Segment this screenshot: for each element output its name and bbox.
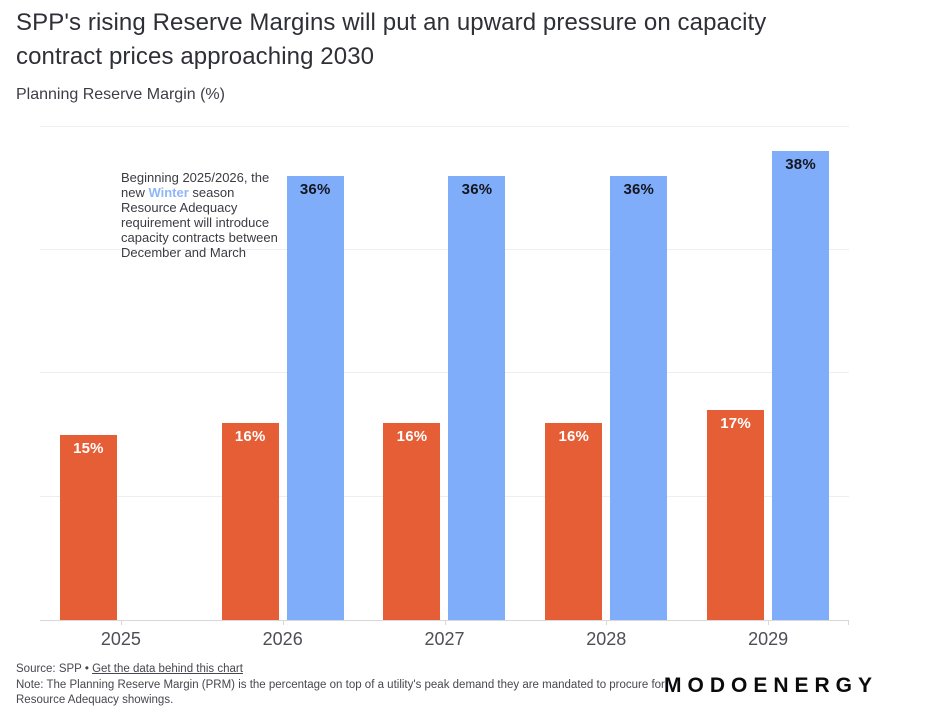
bar-group-2029: 17% 38%	[687, 65, 849, 620]
footer: Source: SPP • Get the data behind this c…	[16, 662, 668, 709]
annotation-winter-highlight: Winter	[148, 185, 189, 200]
bar-value-label: 16%	[234, 427, 266, 445]
bar-summer-2026[interactable]: 16%	[221, 422, 279, 620]
note-text: Note: The Planning Reserve Margin (PRM) …	[16, 678, 665, 707]
get-data-link[interactable]: Get the data behind this chart	[92, 663, 243, 675]
annotation-text-post: season Resource Adequacy requirement wil…	[121, 185, 278, 260]
bar-value-label: 36%	[461, 181, 493, 198]
plot-area: 15% 2025 16% 36% 2026 16% 36% 2027 16% 36% 2028 17%…	[40, 65, 849, 649]
x-axis-label-2026: 2026	[262, 629, 303, 649]
source-line: Source: SPP • Get the data behind this c…	[16, 662, 668, 678]
bar-winter-2028[interactable]: 36%	[610, 176, 668, 620]
annotation-text-pre: Beginning 2025/2026, the new	[121, 170, 270, 200]
annotation: Beginning 2025/2026, the new Winter seas…	[121, 170, 287, 260]
bar-summer-2028[interactable]: 16%	[545, 422, 603, 620]
bar-group-2027: 16% 36%	[364, 65, 526, 620]
x-axis-tick	[768, 620, 770, 625]
bar-summer-2027[interactable]: 16%	[383, 422, 441, 620]
x-axis-label-2027: 2027	[424, 629, 465, 649]
x-axis-label-2028: 2028	[586, 629, 627, 649]
x-axis-label-2029: 2029	[748, 629, 789, 649]
x-axis-end-tick	[848, 620, 849, 625]
bar-value-label: 38%	[785, 156, 816, 174]
bar-winter-2026[interactable]: 36%	[286, 176, 344, 620]
x-axis-tick	[282, 620, 284, 625]
source-label: Source: SPP •	[16, 663, 93, 675]
x-axis-tick	[606, 620, 608, 625]
bar-group-2025: 15%	[40, 65, 202, 620]
bar-value-label: 36%	[299, 181, 331, 198]
bar-summer-2029[interactable]: 17%	[707, 410, 765, 620]
bar-summer-2025[interactable]: 15%	[59, 435, 117, 620]
x-axis-tick	[444, 620, 446, 625]
gridline-10	[40, 495, 849, 497]
bar-value-label: 16%	[396, 427, 428, 445]
gridline-20	[40, 372, 849, 374]
gridline-30	[40, 249, 849, 250]
bar-group-2028: 16% 36%	[525, 65, 687, 620]
bar-value-label: 36%	[623, 181, 655, 198]
bar-value-label: 15%	[73, 440, 104, 457]
chart-subtitle: Planning Reserve Margin (%)	[16, 86, 225, 103]
bar-value-label: 17%	[720, 415, 751, 433]
bar-winter-2027[interactable]: 36%	[448, 176, 506, 620]
x-axis-label-2025: 2025	[100, 629, 141, 649]
page-title: SPP's rising Reserve Margins will put an…	[16, 9, 767, 70]
bar-value-label: 16%	[558, 427, 590, 445]
bar-winter-2029[interactable]: 38%	[772, 151, 830, 620]
gridline-40	[40, 125, 849, 127]
modo-energy-logo: MODOENERGY	[664, 674, 879, 697]
bar-group-2026: 16% 36%	[202, 65, 364, 620]
x-axis-tick	[120, 620, 122, 625]
